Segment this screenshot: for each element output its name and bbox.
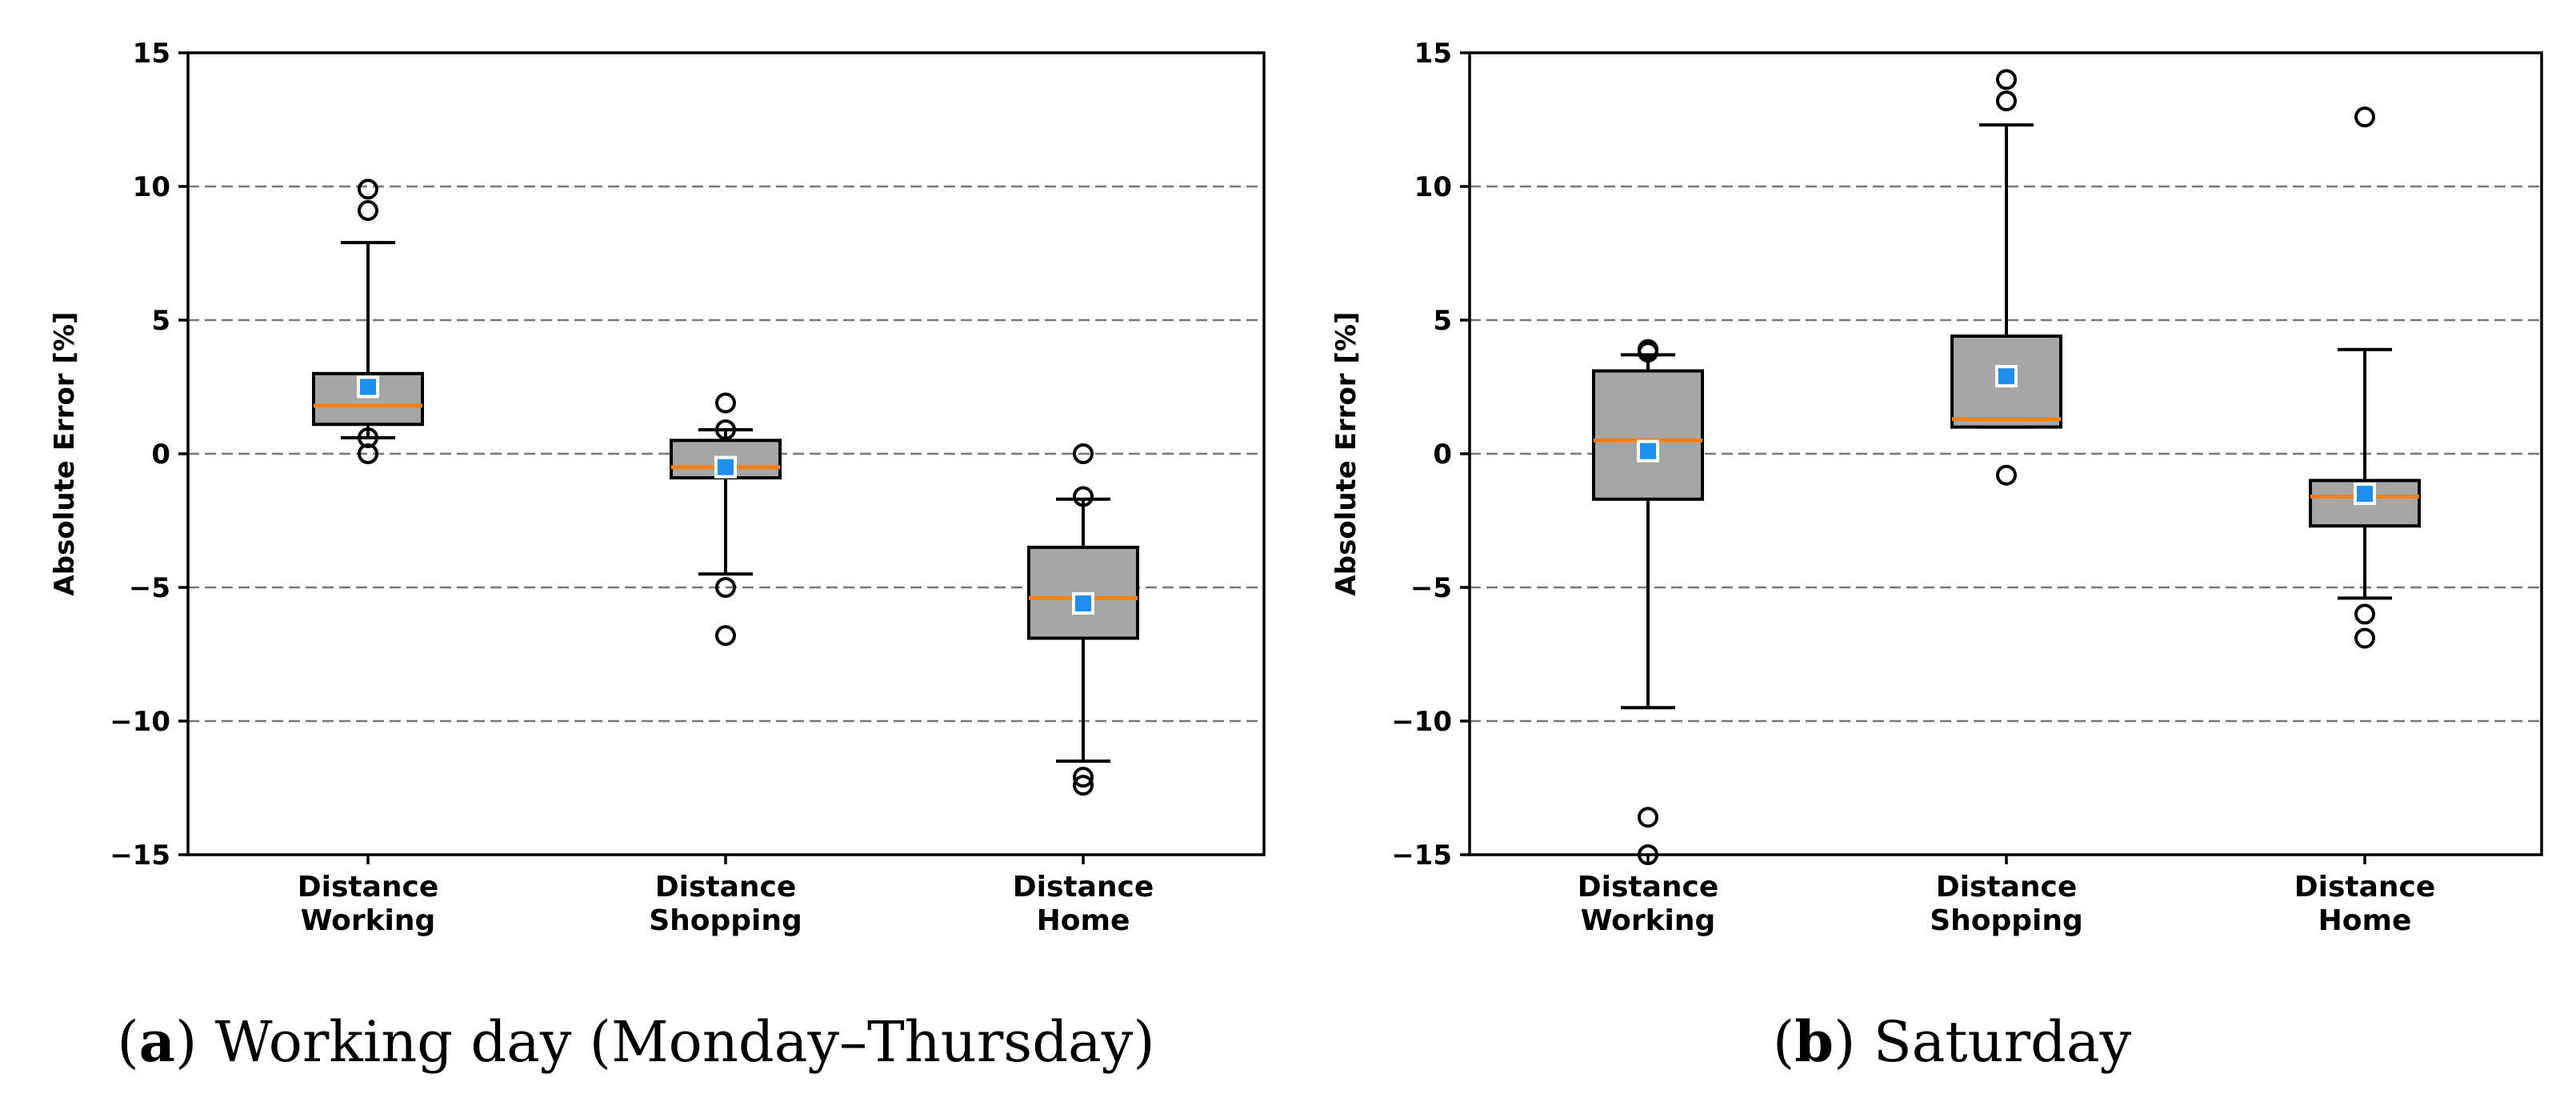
panel-a-outlier-point [358,178,378,200]
caption-b-text: Saturday [1874,1009,2132,1075]
panel-b-box [1592,369,1704,501]
panel-b-mean-marker [1995,365,2018,388]
panel-a-chart: −15−10−5051015DistanceWorkingDistanceSho… [49,38,1266,937]
panel-a-ytick-label: 5 [151,305,170,337]
panel-b-ytick-label: 15 [1414,38,1452,70]
captions: (a) Working day (Monday–Thursday) (b) Sa… [117,1008,2131,1075]
panel-b-outlier-point [1996,90,2017,112]
panel-a-outlier-point [1073,443,1094,464]
panel-a-ytick-label: 15 [133,38,170,70]
panel-b-outlier-point [1638,807,1658,828]
caption-a: (a) Working day (Monday–Thursday) [117,1008,1154,1075]
panel-b-outlier-point [2354,603,2375,625]
panel-b-category-label-line1: Distance [2294,871,2436,904]
panel-a-ytick-label: −10 [110,706,170,738]
panel-b-ytick-label: 0 [1433,439,1452,471]
panel-b-ytick-label: −10 [1391,706,1452,738]
panel-a-mean-marker [357,375,379,399]
panel-b-category-label-line2: Home [2318,904,2412,937]
panel-a-mean-marker [1072,592,1094,615]
panel-b-chart: −15−10−5051015DistanceWorkingDistanceSho… [1330,38,2543,937]
panel-b-category-label-line2: Working [1581,904,1716,937]
panel-a-category-label-line2: Home [1037,904,1130,937]
panel-a-outlier-point [1073,775,1094,796]
panel-b-category-label-line2: Shopping [1930,904,2083,937]
caption-b-letter: b [1794,1008,1834,1075]
panel-a-outlier-point [715,625,736,647]
panel-a-ytick-label: 0 [151,439,170,471]
caption-b: (b) Saturday [1773,1008,2132,1075]
panel-b-outlier-point [1996,69,2017,90]
panel-a-category-label-line1: Distance [298,871,439,904]
panel-a-outlier-point [358,200,378,222]
panel-b-mean-marker [2354,483,2376,506]
panel-b-mean-marker [1637,439,1659,463]
panel-a-outlier-point [1073,767,1094,788]
panel-a-outlier-point [715,577,736,598]
panel-b-ytick-label: 5 [1433,305,1452,337]
panel-b-y-axis-label: Absolute Error [%] [1330,311,1362,595]
panel-a-mean-marker [714,455,737,479]
panel-b-category-label-line1: Distance [1936,871,2078,904]
panel-a-ytick-label: −15 [110,840,170,872]
panel-a-outlier-point [715,392,736,414]
panel-a-category-label-line1: Distance [655,871,797,904]
panel-b-outlier-point [1996,464,2017,486]
caption-a-text: Working day (Monday–Thursday) [215,1009,1155,1075]
panel-a-outlier-point [1073,486,1094,507]
panel-b-ytick-label: −15 [1391,840,1452,872]
panel-a-outlier-point [358,443,378,464]
caption-a-letter: a [139,1008,175,1075]
panel-b-ytick-label: −5 [1410,572,1452,604]
panel-b-category-label-line1: Distance [1578,871,1719,904]
panel-b-outlier-point [2354,627,2375,649]
panel-a-ytick-label: −5 [129,572,170,604]
panel-a-y-axis-label: Absolute Error [%] [49,311,81,595]
panel-a-category-label-line1: Distance [1013,871,1154,904]
panel-a-category-label-line2: Shopping [649,904,802,937]
panel-b-ytick-label: 10 [1414,171,1452,203]
panel-a-ytick-label: 10 [133,171,170,203]
panel-b-outlier-point [1638,339,1658,360]
panel-b-outlier-point [2354,106,2375,128]
panel-a-category-label-line2: Working [301,904,436,937]
panel-a-outlier-point [715,419,736,440]
